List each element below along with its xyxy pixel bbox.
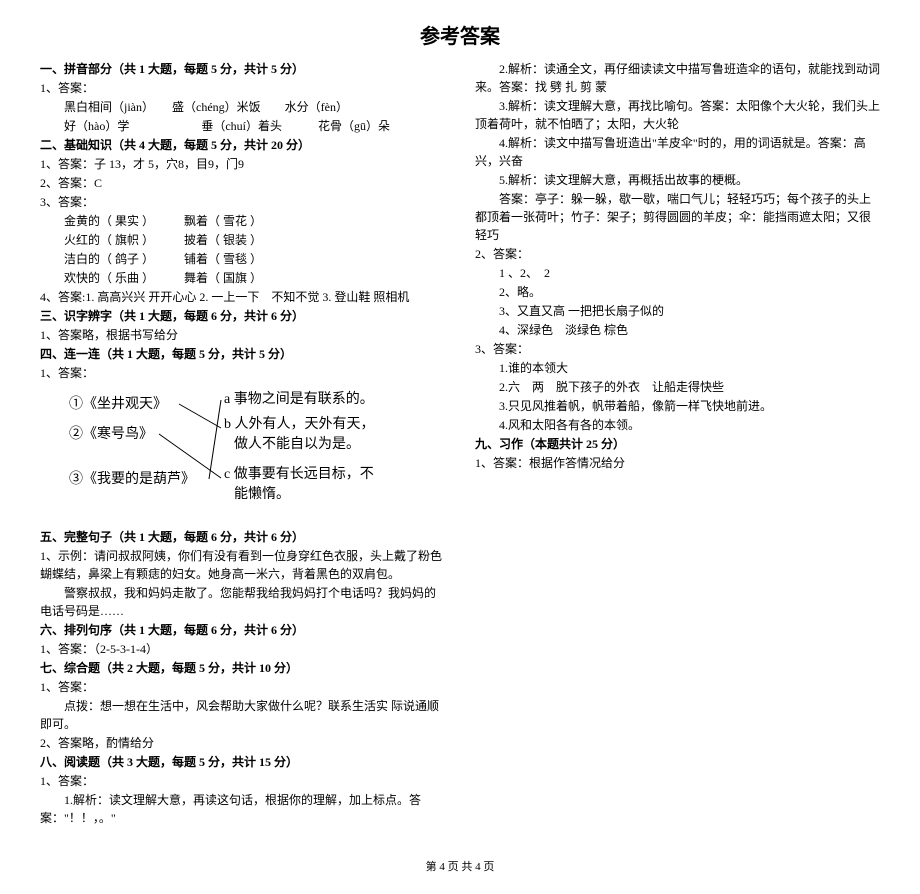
r12: 1.谁的本领大: [475, 359, 880, 377]
section-8-head: 八、阅读题（共 3 大题，每题 5 分，共计 15 分）: [40, 753, 445, 771]
s7-l1: 1、答案：: [40, 678, 445, 696]
s8-l2: 1.解析：读文理解大意，再读这句话，根据你的理解，加上标点。答案："！！，。": [40, 791, 445, 827]
section-7-head: 七、综合题（共 2 大题，每题 5 分，共计 10 分）: [40, 659, 445, 677]
diag-line-3: [209, 400, 221, 479]
s6-l1: 1、答案：（2-5-3-1-4）: [40, 640, 445, 658]
r1: 2.解析：读通全文，再仔细读读文中描写鲁班造伞的语句，就能找到动词来。答案：找 …: [475, 60, 880, 96]
section-5-head: 五、完整句子（共 1 大题，每题 6 分，共计 6 分）: [40, 528, 445, 546]
s8-l1: 1、答案：: [40, 772, 445, 790]
matching-diagram: ①《坐井观天》 ②《寒号鸟》 ③《我要的是葫芦》 a 事物之间是有联系的。 b …: [64, 388, 445, 522]
r7: 1 、2、 2: [475, 264, 880, 282]
r2: 3.解析：读文理解大意，再找比喻句。答案：太阳像个大火轮，我们头上顶着荷叶，就不…: [475, 97, 880, 133]
s2-l8: 4、答案:1. 高高兴兴 开开心心 2. 一上一下 不知不觉 3. 登山鞋 照相…: [40, 288, 445, 306]
diag-right-b1: b 人外有人，天外有天，: [224, 416, 375, 432]
r14: 3.只见风推着帆，帆带着船，像箭一样飞快地前进。: [475, 397, 880, 415]
r13: 2.六 两 脱下孩子的外衣 让船走得快些: [475, 378, 880, 396]
r8: 2、略。: [475, 283, 880, 301]
section-6-head: 六、排列句序（共 1 大题，每题 6 分，共计 6 分）: [40, 621, 445, 639]
s2-l7: 欢快的（ 乐曲 ） 舞着（ 国旗 ）: [40, 269, 445, 287]
s3-l1: 1、答案略，根据书写给分: [40, 326, 445, 344]
r6: 2、答案：: [475, 245, 880, 263]
s2-l2: 2、答案：C: [40, 174, 445, 192]
r11: 3、答案：: [475, 340, 880, 358]
section-9-head: 九、习作（本题共计 25 分）: [475, 435, 880, 453]
r4: 5.解析：读文理解大意，再概括出故事的梗概。: [475, 171, 880, 189]
section-1-head: 一、拼音部分（共 1 大题，每题 5 分，共计 5 分）: [40, 60, 445, 78]
r3: 4.解析：读文中描写鲁班造出"羊皮伞"时的，用的词语就是。答案：高兴，兴奋: [475, 134, 880, 170]
s2-l3: 3、答案：: [40, 193, 445, 211]
s2-l5: 火红的（ 旗帜 ） 披着（ 银装 ）: [40, 231, 445, 249]
s5-l2: 警察叔叔，我和妈妈走散了。您能帮我给我妈妈打个电话吗？我妈妈的电话号码是……: [40, 584, 445, 620]
s2-l1: 1、答案：子 13，才 5，穴8，目9，门9: [40, 155, 445, 173]
r10: 4、深绿色 淡绿色 棕色: [475, 321, 880, 339]
diagram-svg: ①《坐井观天》 ②《寒号鸟》 ③《我要的是葫芦》 a 事物之间是有联系的。 b …: [64, 388, 394, 518]
s5-l1: 1、示例：请问叔叔阿姨，你们有没有看到一位身穿红色衣服，头上戴了粉色蝴蝶结，鼻梁…: [40, 547, 445, 583]
s2-l4: 金黄的（ 果实 ） 飘着（ 雪花 ）: [40, 212, 445, 230]
diag-line-1: [179, 404, 221, 428]
diag-right-c2: 能懒惰。: [234, 486, 290, 502]
page-title: 参考答案: [40, 20, 880, 49]
right-column: 2.解析：读通全文，再仔细读读文中描写鲁班造伞的语句，就能找到动词来。答案：找 …: [475, 59, 880, 828]
diag-left2: ②《寒号鸟》: [69, 425, 153, 442]
diag-right-c1: c 做事要有长远目标，不: [224, 466, 374, 482]
s1-line-b: 好（hào）学 垂（chuí）着头 花骨（gū）朵: [40, 117, 445, 135]
diag-right-b2: 做人不能自以为是。: [234, 436, 360, 452]
s4-l1: 1、答案：: [40, 364, 445, 382]
section-4-head: 四、连一连（共 1 大题，每题 5 分，共计 5 分）: [40, 345, 445, 363]
r5: 答案：亭子：躲一躲，歇一歇，喘口气儿；轻轻巧巧；每个孩子的头上都顶着一张荷叶；竹…: [475, 190, 880, 244]
s2-l6: 洁白的（ 鸽子 ） 铺着（ 雪毯 ）: [40, 250, 445, 268]
s7-l2: 点拨：想一想在生活中，风会帮助大家做什么呢？联系生活实 际说通顺即可。: [40, 697, 445, 733]
section-2-head: 二、基础知识（共 4 大题，每题 5 分，共计 20 分）: [40, 136, 445, 154]
diag-right-a: a 事物之间是有联系的。: [224, 391, 374, 407]
page-footer: 第 4 页 共 4 页: [40, 858, 880, 874]
r15: 4.风和太阳各有各的本领。: [475, 416, 880, 434]
s9-l1: 1、答案：根据作答情况给分: [475, 454, 880, 472]
s1-line-a: 黑白相间（jiàn） 盛（chéng）米饭 水分（fèn）: [40, 98, 445, 116]
section-3-head: 三、识字辨字（共 1 大题，每题 6 分，共计 6 分）: [40, 307, 445, 325]
left-column: 一、拼音部分（共 1 大题，每题 5 分，共计 5 分） 1、答案： 黑白相间（…: [40, 59, 445, 828]
content-columns: 一、拼音部分（共 1 大题，每题 5 分，共计 5 分） 1、答案： 黑白相间（…: [40, 59, 880, 828]
s1-answer-label: 1、答案：: [40, 79, 445, 97]
r9: 3、又直又高 一把把长扇子似的: [475, 302, 880, 320]
diag-left1: ①《坐井观天》: [69, 396, 167, 412]
diag-left3: ③《我要的是葫芦》: [69, 471, 195, 487]
s7-l3: 2、答案略，酌情给分: [40, 734, 445, 752]
